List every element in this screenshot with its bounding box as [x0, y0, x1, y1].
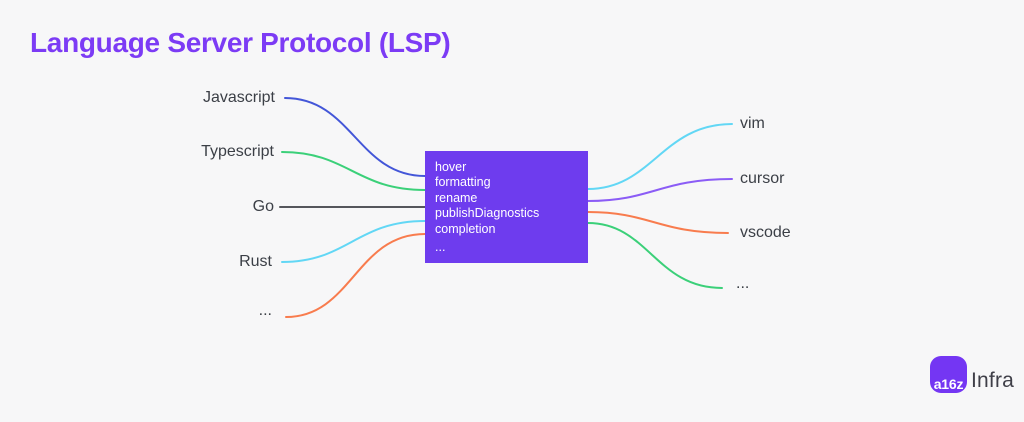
- language-label-rust: Rust: [239, 253, 272, 270]
- a16z-infra-logo: a16z Infra: [930, 356, 1014, 393]
- edge-rust: [281, 220, 426, 263]
- editor-label-vscode: vscode: [740, 224, 791, 241]
- edge-cursor: [587, 178, 733, 202]
- language-label-ellipsis: ...: [258, 302, 272, 319]
- editor-label-ellipsis: ...: [736, 275, 750, 292]
- lsp-feature-hover: hover: [435, 160, 467, 174]
- a16z-logo-badge: a16z: [930, 356, 967, 393]
- a16z-logo-text: a16z: [933, 376, 964, 392]
- editor-label-cursor: cursor: [740, 170, 785, 187]
- page-title: Language Server Protocol (LSP): [30, 27, 451, 58]
- edge-javascript: [284, 97, 426, 177]
- lsp-feature-completion: completion: [435, 221, 496, 236]
- infra-logo-text: Infra: [971, 369, 1015, 392]
- lsp-feature-publish-diagnostics: publishDiagnostics: [435, 206, 540, 221]
- lsp-feature-rename: rename: [435, 190, 478, 205]
- language-label-javascript: Javascript: [202, 89, 275, 106]
- lsp-feature-ellipsis: ...: [435, 240, 446, 255]
- language-label-typescript: Typescript: [201, 143, 274, 160]
- editor-label-vim: vim: [740, 115, 765, 132]
- edge-ellipsis-left: [285, 233, 426, 318]
- edge-vscode: [587, 211, 729, 234]
- lsp-feature-formatting: formatting: [435, 175, 491, 190]
- edge-ellipsis-right: [587, 222, 723, 289]
- edge-typescript: [281, 151, 426, 191]
- edge-vim: [587, 123, 733, 190]
- language-label-go: Go: [252, 198, 274, 215]
- lsp-feature-box: hover formatting rename publishDiagnosti…: [425, 151, 588, 263]
